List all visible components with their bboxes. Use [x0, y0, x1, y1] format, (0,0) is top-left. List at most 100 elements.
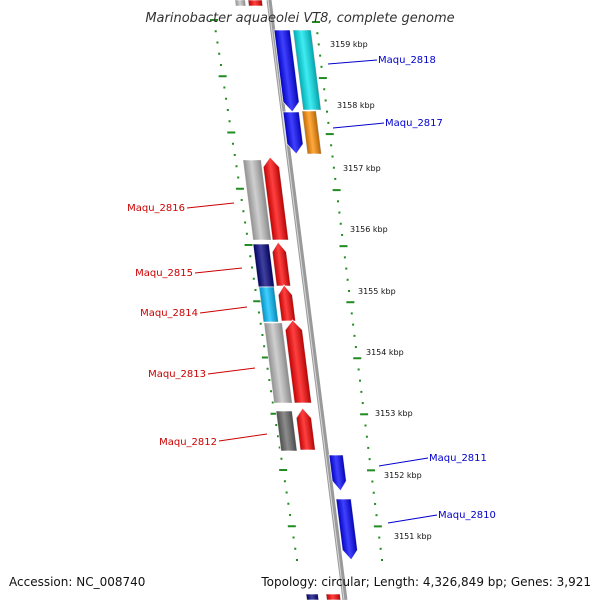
cds-arrow-maqu-2818[interactable]	[273, 29, 300, 113]
left-border-dot	[244, 244, 253, 246]
left-border-dot	[214, 30, 217, 33]
cds-arrow[interactable]	[325, 593, 342, 600]
left-border-dot	[219, 64, 222, 66]
left-border-dot	[279, 469, 288, 471]
cog-box-maqu-2813[interactable]	[263, 322, 293, 404]
cds-arrow-maqu-2812[interactable]	[295, 407, 316, 451]
right-border-dot	[319, 54, 322, 57]
left-border-dot	[270, 390, 273, 393]
right-border-dot	[367, 446, 370, 449]
gene-label-maqu-2811[interactable]: Maqu_2811	[429, 453, 487, 464]
map-title: Marinobacter aquaeolei VT8, complete gen…	[145, 11, 454, 26]
right-border-dot	[359, 379, 361, 382]
scale-label: 3156 kbp	[350, 225, 388, 234]
scale-label: 3159 kbp	[330, 40, 368, 49]
genome-backbone	[266, 0, 348, 600]
leader-maqu-2816	[186, 202, 235, 209]
scale-label: 3155 kbp	[358, 287, 396, 296]
scale-label: 3158 kbp	[337, 101, 375, 110]
scale-label: 3151 kbp	[394, 532, 432, 541]
slice-borders	[210, 19, 383, 561]
gene-label-maqu-2817[interactable]: Maqu_2817	[385, 118, 443, 129]
leader-maqu-2818	[327, 59, 378, 65]
right-border-dot	[352, 323, 355, 326]
scale-label: 3157 kbp	[343, 164, 381, 173]
left-border-dot	[268, 379, 271, 381]
right-border-dot	[348, 290, 350, 292]
cog-box[interactable]	[305, 593, 320, 600]
cog-box-maqu-2818[interactable]	[292, 29, 322, 111]
cds-arrow-maqu-2810[interactable]	[335, 498, 359, 561]
left-border-dot	[235, 165, 238, 168]
gene-label-maqu-2813[interactable]: Maqu_2813	[148, 369, 206, 380]
left-border-dot	[276, 435, 279, 438]
cds-arrow-maqu-2814[interactable]	[277, 284, 296, 322]
left-border-dot	[289, 514, 292, 516]
right-border-dot	[334, 177, 337, 180]
left-border-dot	[225, 97, 228, 100]
scale-label: 3153 kbp	[375, 409, 413, 418]
cog-box-maqu-2816[interactable]	[242, 159, 272, 241]
left-border-dot	[235, 187, 244, 190]
label-leader-lines	[186, 59, 438, 524]
left-border-dot	[218, 75, 227, 78]
accession-text: Accession: NC_008740	[9, 575, 145, 589]
left-border-dot	[259, 322, 262, 325]
leader-maqu-2812	[218, 433, 268, 442]
right-border-dot	[346, 301, 355, 304]
right-border-dot	[341, 233, 344, 236]
gene-label-maqu-2816[interactable]: Maqu_2816	[127, 203, 185, 214]
cog-box-maqu-2817[interactable]	[301, 110, 322, 155]
right-border-dot	[374, 502, 377, 505]
leader-maqu-2814	[199, 306, 248, 314]
right-border-dot	[343, 256, 346, 259]
scale-label: 3152 kbp	[384, 471, 422, 480]
right-border-dot	[320, 65, 323, 68]
left-border-dot	[237, 176, 240, 179]
right-border-dot	[327, 121, 330, 124]
left-border-dot	[218, 52, 221, 55]
cog-box-maqu-2814[interactable]	[258, 286, 279, 323]
cds-arrow-maqu-2816[interactable]	[262, 156, 289, 241]
right-border-dot	[331, 155, 334, 158]
cds-arrow-maqu-2813[interactable]	[284, 319, 312, 404]
right-border-dot	[357, 368, 360, 371]
right-border-dot	[353, 334, 356, 337]
cds-arrow[interactable]	[247, 0, 264, 7]
cds-arrow-maqu-2817[interactable]	[282, 111, 304, 155]
right-border-dot	[360, 390, 363, 393]
cog-box[interactable]	[234, 0, 247, 7]
right-border-dot	[330, 144, 333, 147]
cog-box-maqu-2815[interactable]	[252, 243, 275, 288]
right-border-dot	[324, 99, 327, 102]
left-border-dot	[270, 412, 279, 415]
gene-label-maqu-2812[interactable]: Maqu_2812	[159, 437, 217, 448]
right-border-dot	[381, 559, 383, 561]
cds-arrow-maqu-2815[interactable]	[271, 241, 292, 287]
right-border-dot	[378, 536, 381, 539]
right-border-dot	[339, 222, 342, 225]
cds-arrow-maqu-2811[interactable]	[328, 454, 348, 492]
right-border-dot	[354, 346, 357, 349]
right-border-dot	[375, 514, 378, 517]
left-border-dot	[296, 559, 298, 561]
gene-label-maqu-2814[interactable]: Maqu_2814	[140, 308, 198, 319]
right-border-dot	[372, 491, 375, 494]
left-border-dot	[261, 334, 264, 336]
left-border-dot	[287, 502, 290, 505]
right-border-dot	[323, 88, 326, 91]
left-border-dot	[252, 277, 255, 280]
left-border-dot	[280, 457, 283, 460]
right-border-dot	[360, 413, 369, 416]
right-border-dot	[373, 525, 382, 528]
gene-label-maqu-2818[interactable]: Maqu_2818	[378, 55, 436, 66]
topology-text: Topology: circular; Length: 4,326,849 bp…	[260, 575, 591, 589]
gene-label-maqu-2810[interactable]: Maqu_2810	[438, 510, 496, 521]
right-border-dot	[317, 43, 320, 46]
left-border-dot	[266, 367, 269, 370]
cog-box-maqu-2812[interactable]	[275, 410, 298, 452]
left-border-dot	[251, 266, 254, 269]
left-border-dot	[287, 525, 296, 528]
gene-label-maqu-2815[interactable]: Maqu_2815	[135, 268, 193, 279]
